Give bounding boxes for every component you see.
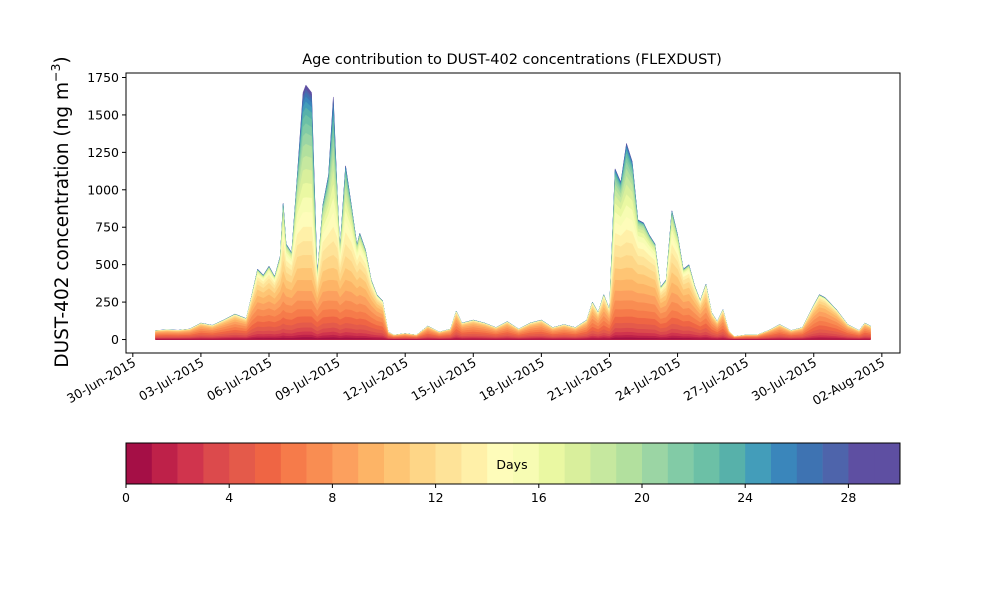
y-tick-label: 1750 <box>87 70 119 85</box>
colorbar-segment <box>513 443 540 484</box>
colorbar-tick-label: 24 <box>737 490 753 505</box>
colorbar-segment <box>384 443 411 484</box>
x-tick-label: 03-Jul-2015 <box>136 355 206 404</box>
x-tick-label: 21-Jul-2015 <box>545 355 615 404</box>
colorbar-segment <box>771 443 798 484</box>
x-tick-label: 12-Jul-2015 <box>340 355 410 404</box>
colorbar-segment <box>616 443 643 484</box>
colorbar-segment <box>126 443 153 484</box>
x-tick-label: 18-Jul-2015 <box>477 355 547 404</box>
colorbar-segment <box>487 443 514 484</box>
colorbar-segment <box>409 443 436 484</box>
y-axis-label-superscript: −3 <box>48 64 63 82</box>
y-axis-label: DUST-402 concentration (ng m−3) <box>48 56 73 367</box>
colorbar-segment <box>435 443 462 484</box>
colorbar-tick-label: 28 <box>840 490 856 505</box>
colorbar-segment <box>255 443 282 484</box>
colorbar-segment <box>538 443 565 484</box>
colorbar-segment <box>719 443 746 484</box>
y-tick-label: 500 <box>95 257 119 272</box>
colorbar-segment <box>306 443 333 484</box>
colorbar-segment <box>642 443 669 484</box>
y-axis: 0 250 500 750 1000 1250 1500 1750 <box>87 70 126 347</box>
x-tick-label: 24-Jul-2015 <box>613 355 683 404</box>
y-tick-label: 1250 <box>87 145 119 160</box>
colorbar-segment <box>332 443 359 484</box>
colorbar-tick-label: 4 <box>225 490 233 505</box>
colorbar-segment <box>667 443 694 484</box>
colorbar-tick-label: 0 <box>122 490 130 505</box>
colorbar-label: Days <box>496 457 527 472</box>
svg-text:DUST-402 concentration (ng m−3: DUST-402 concentration (ng m−3) <box>48 56 73 367</box>
colorbar-segment <box>590 443 617 484</box>
colorbar-segment <box>745 443 772 484</box>
y-tick-label: 750 <box>95 220 119 235</box>
x-tick-label: 09-Jul-2015 <box>272 355 342 404</box>
x-axis: 30-Jun-201503-Jul-201506-Jul-201509-Jul-… <box>64 353 887 408</box>
y-tick-label: 0 <box>111 332 119 347</box>
x-tick-label: 30-Jun-2015 <box>64 355 138 406</box>
colorbar-frame <box>125 442 901 485</box>
colorbar-tick-label: 16 <box>531 490 547 505</box>
colorbar-segment <box>848 443 875 484</box>
colorbar-tick-label: 8 <box>328 490 336 505</box>
x-tick-label: 15-Jul-2015 <box>408 355 478 404</box>
x-tick-label: 06-Jul-2015 <box>204 355 274 404</box>
y-tick-label: 250 <box>95 295 119 310</box>
x-tick-label: 02-Aug-2015 <box>810 355 888 408</box>
colorbar-segment <box>461 443 488 484</box>
age-layer-day-0 <box>155 337 871 340</box>
colorbar-segment <box>358 443 385 484</box>
x-tick-label: 27-Jul-2015 <box>681 355 751 404</box>
plot-frame <box>125 72 901 354</box>
colorbar-tick-label: 12 <box>428 490 444 505</box>
colorbar: 0 4 8 12 16 20 24 28 <box>122 442 901 505</box>
colorbar-segment <box>796 443 823 484</box>
colorbar-segment <box>874 443 901 484</box>
chart-title: Age contribution to DUST-402 concentrati… <box>302 52 722 68</box>
y-tick-label: 1500 <box>87 107 119 122</box>
y-tick-label: 1000 <box>87 182 119 197</box>
colorbar-segment <box>229 443 256 484</box>
y-axis-label-close: ) <box>52 56 73 63</box>
colorbar-segment <box>203 443 230 484</box>
colorbar-segment <box>822 443 849 484</box>
colorbar-segment <box>564 443 591 484</box>
y-axis-label-main: DUST-402 concentration (ng m <box>52 82 73 368</box>
x-tick-label: 30-Jul-2015 <box>749 355 819 404</box>
colorbar-tick-label: 20 <box>634 490 650 505</box>
colorbar-segment <box>280 443 307 484</box>
colorbar-segment <box>693 443 720 484</box>
colorbar-segment <box>151 443 178 484</box>
colorbar-segment <box>177 443 204 484</box>
stacked-age-layers <box>155 84 871 340</box>
